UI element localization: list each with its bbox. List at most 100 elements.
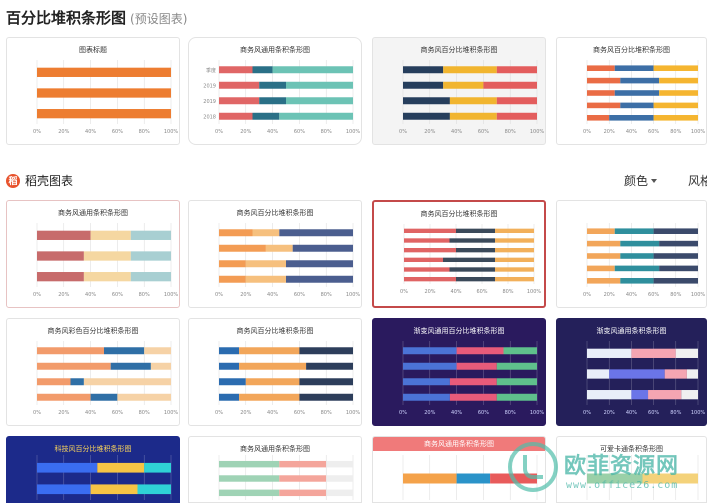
bar-segment (614, 228, 654, 234)
x-tick-label: 80% (505, 410, 516, 416)
template-card[interactable]: 0% 20% 40% 60% 80% 100% (556, 200, 707, 308)
template-card[interactable]: 商务风通用条积条形图 0% 20% 40% 60% 80% 100% (6, 200, 180, 308)
bar-segment (587, 115, 610, 121)
bar-segment (37, 272, 84, 282)
x-tick-label: 80% (670, 292, 681, 298)
x-tick-label: 0% (583, 129, 591, 135)
bar-segment (144, 462, 171, 473)
x-tick-label: 0% (215, 410, 223, 416)
bar-segment (219, 378, 246, 386)
preset-chart-card[interactable]: 商务风百分比堆积条形图 0% 20% 40% 60% 80% 100% (372, 37, 546, 145)
bar-segment (299, 393, 353, 401)
bar-segment (37, 251, 84, 261)
preset-chart-card[interactable]: 图表标题 0% 20% 40% 60% 80% 100% (6, 37, 180, 145)
bar-segment (403, 81, 444, 89)
bar-segment (137, 484, 171, 495)
x-tick-label: 80% (139, 292, 150, 298)
x-tick-label: 0% (399, 410, 407, 416)
bar-segment (326, 489, 353, 497)
bar-segment (503, 347, 537, 355)
bar-segment (219, 347, 240, 355)
template-card[interactable]: 商务风通用条积条形图 (188, 436, 362, 503)
bar-segment (219, 475, 280, 482)
x-tick-label: 40% (267, 129, 278, 135)
x-tick-label: 80% (139, 410, 150, 416)
bar-segment (259, 81, 286, 89)
bar-segment (219, 81, 260, 89)
bars (219, 229, 353, 283)
bar-segment (286, 260, 353, 268)
card-title: 商务风百分比堆积条形图 (420, 46, 498, 54)
x-tick-label: 100% (346, 292, 361, 298)
bar-segment (642, 473, 698, 484)
bar-segment (681, 390, 698, 400)
bar-segment (449, 378, 497, 386)
card-title: 科技风百分比堆积条形图 (54, 445, 132, 453)
color-filter-label: 颜色 (624, 174, 649, 188)
bar-segment (219, 66, 253, 74)
style-filter-dropdown[interactable]: 风格 (688, 174, 707, 188)
bar-segment (299, 347, 353, 355)
bar-segment (299, 378, 353, 386)
template-card[interactable]: 渐变风通用条积条形图 0% 20% 40% 60% 80% 100% (556, 318, 707, 426)
bar-segment (587, 473, 643, 484)
bar-segment (449, 112, 497, 120)
template-card[interactable]: 商务风百分比堆积条形图 0% 20% 40% 60% 80% 100% (188, 200, 362, 308)
bar-segment (587, 228, 615, 234)
bar-segment (219, 393, 240, 401)
bar-segment (587, 253, 621, 259)
template-card[interactable]: 可爱卡通条积条形图 (556, 436, 707, 503)
template-card[interactable]: 渐变风通用百分比堆积条形图 0% 20% 40% 60% 80% 100% (372, 318, 546, 426)
chart-thumbnail: 0% 20% 40% 60% 80% 100% (399, 341, 545, 416)
bar-segment (279, 460, 327, 468)
bars (403, 66, 537, 120)
bar-segment (219, 275, 246, 283)
template-card[interactable]: 商务风百分比堆积条形图 0% 20% 40% 60% 80% 100% (188, 318, 362, 426)
bar-segment (587, 240, 621, 247)
color-filter-dropdown[interactable]: 颜色 (624, 172, 658, 189)
bar-segment (587, 102, 621, 109)
preset-title: 百分比堆积条形图 (6, 9, 127, 27)
card-title: 商务风通用条积条形图 (240, 445, 310, 453)
bar-segment (587, 390, 632, 400)
x-tick-label: 60% (294, 292, 305, 298)
bar-segment (219, 460, 280, 468)
template-card[interactable]: 商务风通用条积条形图 (372, 436, 546, 503)
x-tick-label: 100% (691, 129, 706, 135)
card-title: 商务风百分比堆积条形图 (236, 327, 314, 335)
card-title: 商务风通用条积条形图 (240, 46, 310, 54)
bar-segment (37, 462, 98, 473)
bar-segment (614, 65, 654, 71)
x-tick-label: 20% (58, 129, 69, 135)
bar-segment (326, 475, 353, 482)
bar-segment (404, 247, 456, 253)
x-tick-label: 20% (604, 410, 615, 416)
x-tick-label: 40% (451, 410, 462, 416)
bar-segment (495, 276, 534, 282)
template-card[interactable]: 科技风百分比堆积条形图 (6, 436, 180, 503)
preset-chart-card[interactable]: 商务风百分比堆积条形图 0% 20% 40% 60% 80% 100% (556, 37, 707, 145)
bars: 季度 2019 2019 2018 (203, 66, 353, 120)
preset-chart-card[interactable]: 商务风通用条积条形图 0% 20% 40% 60% 80% 100% 季度 2019 2019 2… (188, 37, 362, 145)
x-tick-label: 100% (530, 410, 545, 416)
bar-segment (219, 229, 253, 237)
bar-segment (456, 347, 504, 355)
template-card[interactable]: 商务风百分比堆积条形图 0% 20% 40% 60% 80% 100% (372, 200, 546, 308)
category-label: 季度 (206, 67, 216, 74)
card-title: 图表标题 (79, 46, 107, 54)
category-label: 2019 (203, 83, 216, 89)
chart-thumbnail: 0% 20% 40% 60% 80% 100% 季度 2019 2019 2018 (203, 60, 360, 135)
x-tick-label: 40% (626, 129, 637, 135)
x-tick-label: 100% (164, 410, 179, 416)
bar-segment (404, 257, 443, 263)
bars (219, 460, 353, 497)
bar-segment (631, 390, 649, 400)
x-tick-label: 60% (112, 410, 123, 416)
bar-segment (70, 378, 84, 386)
bar-segment (614, 90, 660, 96)
card-title: 可爱卡通条积条形图 (600, 445, 663, 453)
template-card[interactable]: 商务风彩色百分比堆积条形图 0% 20% 40% 60% 80% 100% (6, 318, 180, 426)
card-title: 商务风通用条积条形图 (58, 209, 128, 217)
x-tick-label: 80% (502, 289, 513, 295)
bars (37, 230, 171, 282)
